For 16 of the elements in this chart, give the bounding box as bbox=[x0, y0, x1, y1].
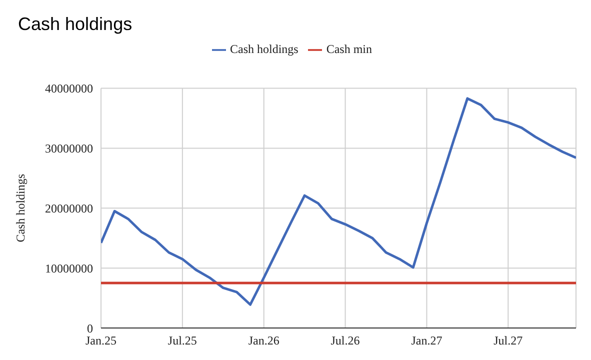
x-tick-label: Jul.25 bbox=[168, 334, 197, 348]
line-series bbox=[101, 97, 576, 306]
x-tick-label: Jul.26 bbox=[330, 334, 360, 348]
y-axis-title: Cash holdings bbox=[13, 174, 28, 242]
y-tick-label: 30000000 bbox=[45, 141, 93, 156]
x-tick-label: Jul.27 bbox=[494, 334, 523, 348]
y-tick-label: 10000000 bbox=[45, 261, 93, 276]
x-tick-label: Jan.27 bbox=[411, 334, 442, 348]
legend-label: Cash holdings bbox=[230, 42, 298, 56]
chart-title: Cash holdings bbox=[18, 14, 132, 35]
legend-label: Cash min bbox=[326, 42, 372, 56]
x-tick-label: Jan.25 bbox=[86, 334, 116, 348]
y-tick-label: 40000000 bbox=[45, 82, 93, 96]
y-tick-label: 20000000 bbox=[45, 201, 93, 216]
y-tick-label: 0 bbox=[87, 321, 93, 336]
x-tick-label: Jan.26 bbox=[248, 334, 280, 348]
